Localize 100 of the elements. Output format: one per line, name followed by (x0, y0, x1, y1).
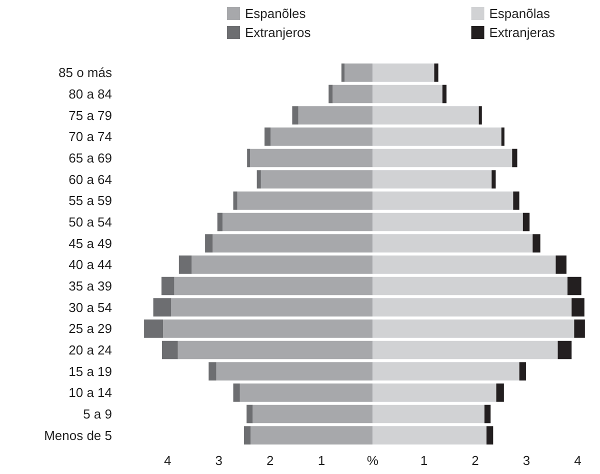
bar (558, 340, 572, 360)
x-tick-label: 3 (215, 453, 223, 468)
y-tick-label: 60 a 64 (68, 172, 112, 187)
bar (372, 148, 512, 168)
bar (260, 170, 373, 189)
bar (332, 84, 373, 104)
legend-label: Espanõlas (489, 6, 550, 21)
bar (501, 127, 504, 146)
bar (237, 191, 373, 210)
bar (484, 404, 491, 424)
bar (205, 234, 213, 253)
bar (153, 298, 172, 317)
bar (372, 426, 486, 445)
bar (372, 170, 492, 189)
bar (372, 127, 502, 146)
x-tick-label: 1 (318, 453, 326, 468)
bar (567, 276, 582, 296)
bar (434, 63, 438, 82)
bar (328, 84, 333, 104)
y-tick-label: 35 a 39 (68, 278, 112, 294)
x-tick-label: % (366, 453, 379, 468)
bar (144, 319, 164, 338)
y-tick-label: 70 a 74 (68, 129, 112, 144)
y-tick-label: 40 a 44 (68, 257, 112, 272)
x-tick-label: 4 (164, 453, 172, 468)
y-tick-label: Menos de 5 (44, 428, 112, 443)
bar (162, 340, 178, 360)
bar (372, 383, 496, 402)
legend-label: Espanõles (245, 6, 306, 21)
bar (252, 404, 373, 424)
x-tick-label: 4 (574, 453, 582, 468)
bar (492, 170, 496, 189)
y-tick-label: 20 a 24 (68, 342, 112, 358)
bar (372, 404, 484, 424)
bar (372, 106, 479, 125)
y-tick-label: 5 a 9 (83, 406, 112, 422)
bar (372, 319, 574, 338)
y-tick-label: 85 o más (58, 65, 112, 80)
y-tick-label: 15 a 19 (68, 364, 112, 379)
bar (240, 383, 373, 402)
x-tick-label: 3 (522, 453, 530, 468)
bar (344, 63, 373, 82)
bar (250, 426, 373, 445)
bar (372, 276, 568, 296)
bar (522, 212, 530, 232)
x-tick-label: 2 (266, 453, 274, 468)
bar (233, 191, 238, 210)
y-tick-label: 80 a 84 (68, 86, 112, 102)
bar (372, 362, 520, 381)
bar (171, 298, 373, 317)
bar (372, 212, 523, 232)
bar (372, 255, 556, 274)
bar (246, 404, 253, 424)
bar (574, 319, 585, 338)
bar (174, 276, 373, 296)
bar (292, 106, 298, 125)
y-tick-label: 45 a 49 (68, 236, 112, 251)
bar (513, 191, 520, 210)
bar (178, 340, 373, 360)
y-tick-label: 55 a 59 (68, 193, 112, 208)
bar (372, 298, 572, 317)
bar (161, 276, 174, 296)
bar (233, 383, 240, 402)
bar (208, 362, 216, 381)
bar (256, 170, 261, 189)
y-tick-label: 25 a 29 (68, 321, 112, 336)
bar (244, 426, 251, 445)
bar (556, 255, 566, 274)
x-tick-label: 2 (472, 453, 479, 468)
bar (216, 362, 373, 381)
y-tick-label: 65 a 69 (68, 150, 112, 166)
bar (512, 148, 518, 168)
bar (341, 63, 344, 82)
bar (247, 148, 250, 168)
bar (486, 426, 494, 445)
bar (442, 84, 447, 104)
y-tick-label: 75 a 79 (68, 108, 112, 123)
bar (192, 255, 373, 274)
bar (298, 106, 373, 125)
bar (212, 234, 373, 253)
bar (222, 212, 373, 232)
bar (270, 127, 373, 146)
bar (372, 63, 434, 82)
bar (519, 362, 526, 381)
legend-label: Extranjeras (489, 25, 556, 40)
bar (217, 212, 222, 232)
bar (372, 191, 514, 210)
legend-label: Extranjeros (245, 25, 312, 40)
bar (178, 255, 192, 274)
bar (372, 84, 442, 104)
x-tick-label: 1 (420, 453, 428, 468)
y-tick-label: 50 a 54 (68, 214, 112, 230)
y-tick-label: 30 a 54 (68, 300, 112, 315)
bar (478, 106, 482, 125)
y-tick-label: 10 a 14 (68, 385, 112, 400)
bar (163, 319, 373, 338)
bar (250, 148, 373, 168)
bar (264, 127, 271, 146)
bar (372, 340, 558, 360)
bar (572, 298, 584, 317)
